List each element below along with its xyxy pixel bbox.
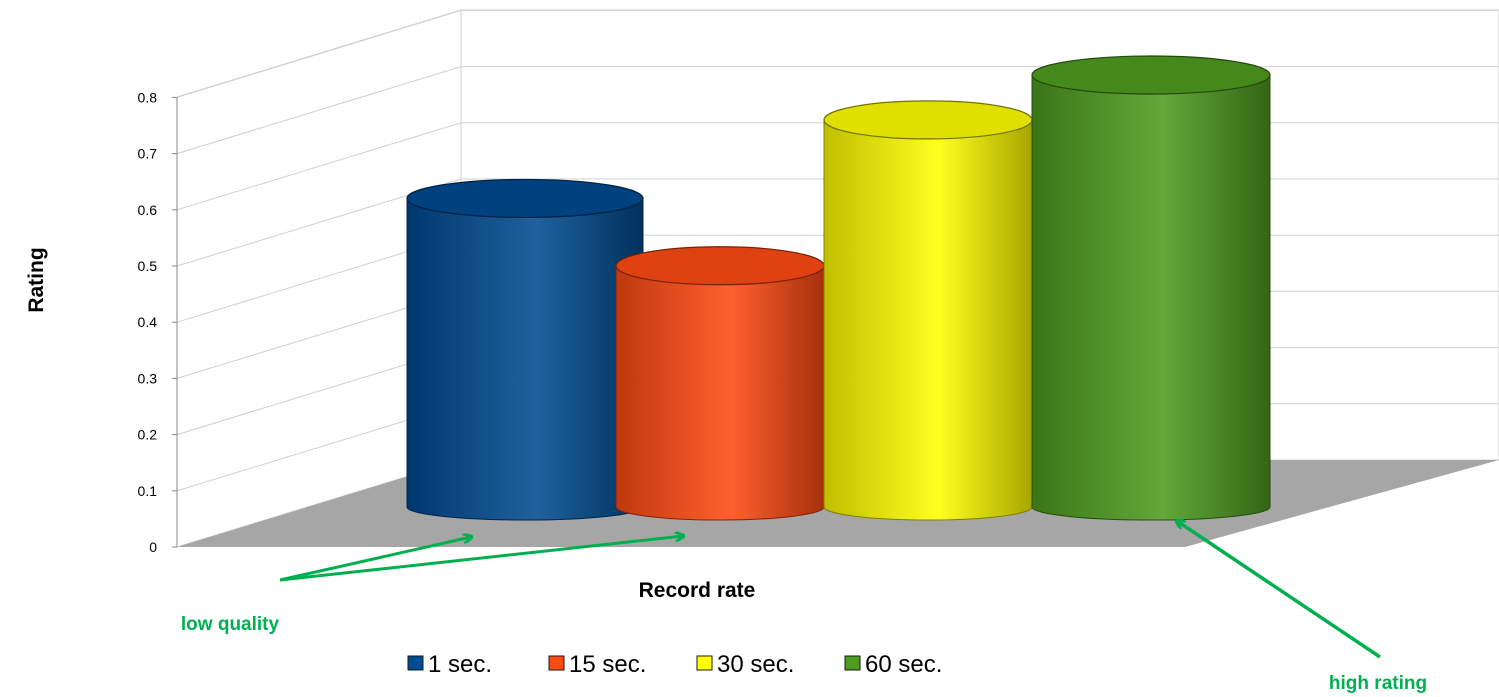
bar-body [615,265,825,521]
annotation-low-quality: low quality [181,536,683,635]
bar-top [1031,55,1271,95]
bar-1-sec [406,178,644,521]
y-tick-label: 0.8 [138,89,158,105]
legend-item: 30 sec. [696,651,794,678]
legend: 1 sec. 15 sec. 30 sec. 60 sec. [407,651,942,678]
bars [406,55,1271,521]
arrow-high-rating [1177,521,1381,659]
y-tick-label: 0.2 [138,427,158,443]
bar-30-sec [823,100,1033,521]
legend-item: 1 sec. [407,651,492,678]
legend-item: 60 sec. [844,651,942,678]
y-axis-ticks: 0 0.1 0.2 0.3 0.4 0.5 0.6 0.7 0.8 [138,89,178,555]
y-tick-label: 0.5 [138,258,158,274]
annotation-text: low quality [181,614,280,635]
gridline [176,66,462,155]
bar-body [1031,74,1271,521]
legend-swatch [696,655,713,671]
gridline [176,122,462,211]
y-tick-label: 0.3 [138,370,158,386]
bar-top [615,246,825,286]
y-tick-label: 0.4 [138,314,158,330]
y-tick-label: 0.7 [138,146,158,162]
bar-15-sec [615,246,825,521]
arrow-low-quality-2 [279,536,683,582]
legend-label: 60 sec. [865,651,942,678]
gridline [176,9,462,98]
annotation-text: high rating [1329,673,1427,694]
x-axis-title: Record rate [639,579,756,602]
legend-label: 30 sec. [717,651,794,678]
bar-body [406,197,644,521]
arrow-low-quality-1 [279,537,471,582]
legend-swatch [844,655,861,671]
y-tick-label: 0 [149,539,157,555]
bar-body [823,119,1033,521]
y-axis-title: Rating [25,247,48,312]
legend-label: 15 sec. [569,651,646,678]
bar-top [823,100,1033,140]
y-tick-label: 0.1 [138,483,158,499]
y-tick-label: 0.6 [138,202,158,218]
bar-top [406,178,644,219]
legend-swatch [548,655,565,671]
bar-60-sec [1031,55,1271,521]
annotation-high-rating: high rating [1177,521,1427,694]
legend-label: 1 sec. [428,651,492,678]
legend-item: 15 sec. [548,651,646,678]
legend-swatch [407,655,424,671]
